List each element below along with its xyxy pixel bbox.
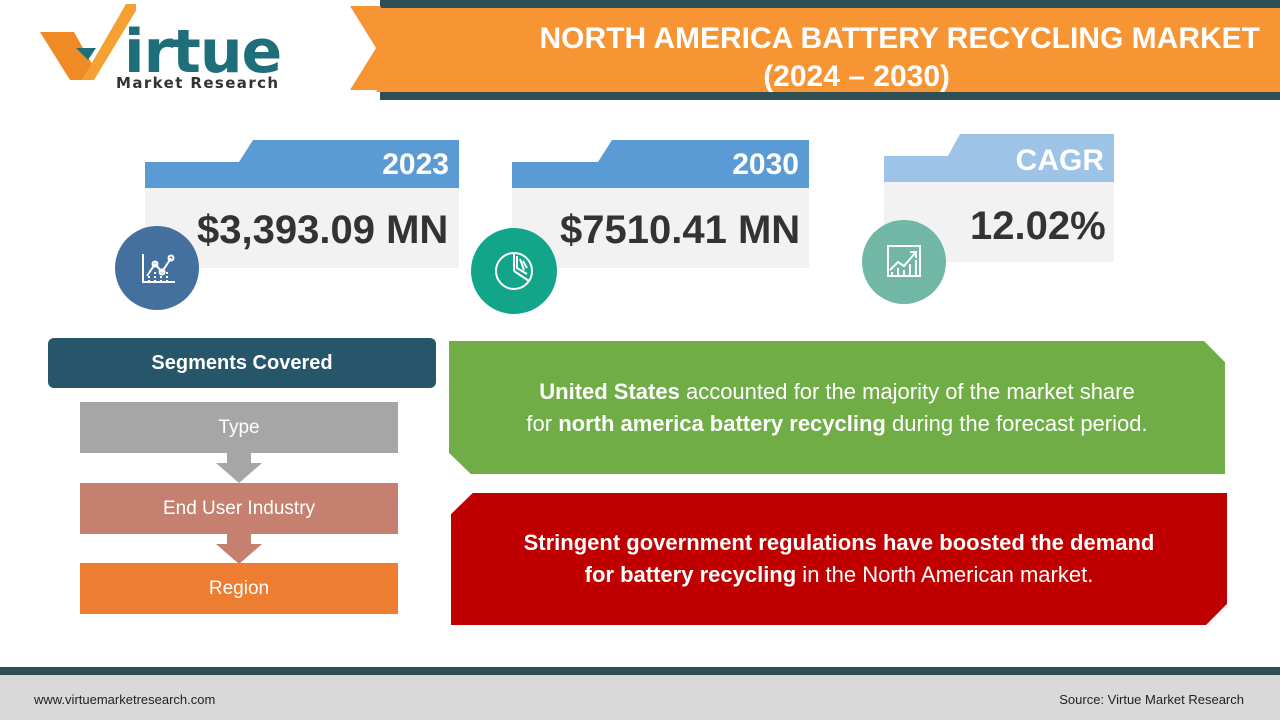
insight-red-text: Stringent government regulations have bo… — [524, 527, 1155, 591]
footer — [0, 675, 1280, 720]
virtue-logo: irtue Market Research — [36, 2, 326, 94]
stat-tab — [512, 140, 809, 188]
pie-chart-icon — [471, 228, 557, 314]
stat-body — [512, 188, 809, 268]
down-arrow-icon — [216, 534, 262, 564]
stat-body — [145, 188, 459, 268]
stat-value: $3,393.09 MN — [197, 208, 449, 252]
insight-green-highlight-2: north america battery recycling — [558, 410, 886, 436]
stat-card-2023: 2023 $3,393.09 MN — [145, 140, 459, 310]
insight-green-text: United States accounted for the majority… — [526, 376, 1147, 440]
insight-green-highlight: United States — [539, 378, 680, 404]
insight-red-highlight: Stringent government regulations have bo… — [523, 530, 1155, 555]
stat-label: 2030 — [732, 148, 799, 181]
page-title: NORTH AMERICA BATTERY RECYCLING MARKET — [539, 22, 1260, 55]
footer-website-link[interactable]: www.virtuemarketresearch.com — [34, 692, 216, 707]
segment-end-user-industry: End User Industry — [80, 483, 398, 534]
page-subtitle: (2024 – 2030) — [763, 60, 950, 93]
header-banner — [376, 8, 1280, 92]
footer-source: Source: Virtue Market Research — [1059, 692, 1244, 707]
segment-region: Region — [80, 563, 398, 614]
segment-type: Type — [80, 402, 398, 453]
insight-red-text-1: in the North American market. — [796, 562, 1094, 587]
stat-value: $7510.41 MN — [560, 208, 801, 252]
stat-label: 2023 — [382, 148, 449, 181]
stat-tab — [884, 134, 1114, 182]
stat-tab — [145, 140, 459, 188]
insight-green-text-2: for — [526, 410, 559, 436]
segments-heading: Segments Covered — [48, 338, 436, 388]
stat-value: 12.02% — [970, 204, 1106, 248]
insight-green-box: United States accounted for the majority… — [449, 341, 1225, 474]
footer-band — [0, 667, 1280, 675]
logo-v-mark — [40, 4, 136, 80]
growth-chart-icon — [862, 220, 946, 304]
insight-green-text-1: accounted for the majority of the market… — [679, 378, 1135, 404]
logo-subtitle: Market Research — [116, 74, 280, 92]
insight-green-text-3: during the forecast period. — [885, 410, 1148, 436]
stat-card-2030: 2030 $7510.41 MN — [512, 140, 809, 310]
insight-red-box: Stringent government regulations have bo… — [451, 493, 1227, 625]
down-arrow-icon — [216, 453, 262, 483]
logo-word: irtue — [124, 17, 282, 87]
line-chart-icon — [115, 226, 199, 310]
stat-label: CAGR — [1015, 144, 1104, 177]
insight-red-highlight-2: for battery recycling — [584, 562, 797, 587]
